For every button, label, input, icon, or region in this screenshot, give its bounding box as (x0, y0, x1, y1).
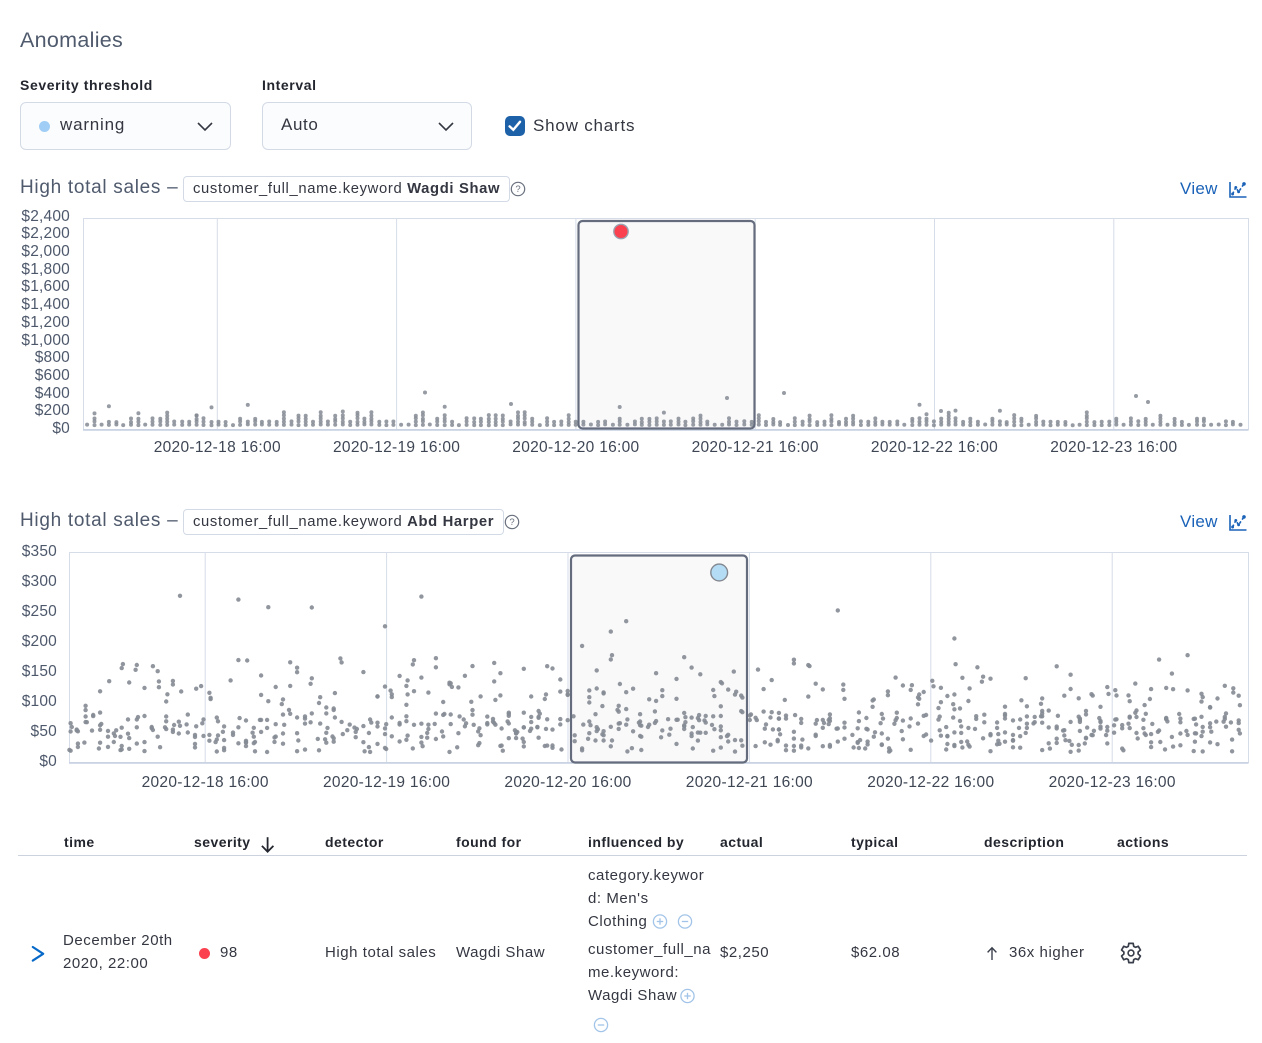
svg-text:?: ? (515, 184, 520, 195)
svg-text:?: ? (509, 517, 514, 528)
